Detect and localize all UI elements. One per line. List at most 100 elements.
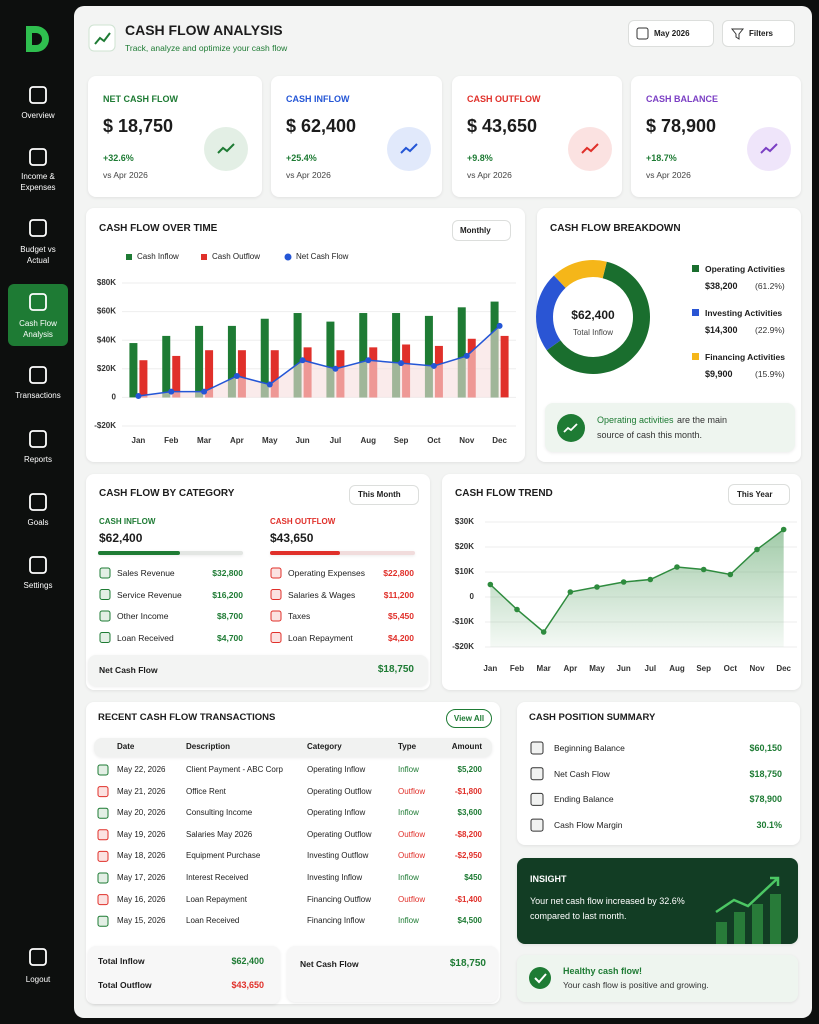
- view-all[interactable]: View All: [453, 714, 485, 723]
- item-name: Other Income: [117, 611, 169, 621]
- cell: Inflow: [398, 808, 419, 818]
- legend-percent: (15.9%): [755, 369, 785, 379]
- item-name: Loan Received: [117, 632, 174, 643]
- item-name: Service Revenue: [117, 589, 182, 600]
- card: [86, 208, 525, 462]
- cell: Interest Received: [186, 873, 249, 882]
- position-label: Net Cash Flow: [554, 768, 610, 779]
- filters-button[interactable]: Filters: [749, 29, 774, 38]
- cell: -$1,400: [454, 894, 482, 904]
- item-name: Taxes: [288, 611, 311, 621]
- cell: Inflow: [398, 873, 419, 882]
- kpi-label: CASH BALANCE: [646, 94, 718, 104]
- button[interactable]: [452, 220, 511, 241]
- kpi-change: +25.4%: [286, 153, 317, 163]
- net-label: Net Cash Flow: [99, 665, 158, 675]
- cell: Outflow: [398, 851, 426, 861]
- insight-title: INSIGHT: [530, 874, 567, 884]
- cell: May 16, 2026: [117, 894, 166, 904]
- button[interactable]: [446, 709, 492, 728]
- sidebar: [0, 0, 72, 1024]
- card: [270, 551, 415, 555]
- card: [88, 655, 428, 686]
- item-amount: $32,800: [212, 568, 243, 578]
- cell: May 20, 2026: [117, 808, 166, 818]
- page-title: CASH FLOW ANALYSIS: [125, 22, 283, 38]
- card: [287, 946, 498, 1002]
- net-value: $18,750: [377, 664, 414, 675]
- cell: Loan Repayment: [186, 894, 247, 904]
- cell: -$2,950: [454, 851, 482, 861]
- cell: Investing Outflow: [307, 851, 369, 861]
- kpi-label: CASH INFLOW: [286, 94, 350, 104]
- chart-filter[interactable]: This Year: [737, 490, 773, 499]
- card-title: CASH FLOW BY CATEGORY: [99, 488, 235, 499]
- cell: Operating Outflow: [307, 786, 372, 796]
- legend-label: Financing Activities: [705, 352, 785, 362]
- cell: $4,500: [457, 916, 482, 926]
- legend-amount: $14,300: [705, 325, 738, 335]
- cell: Consulting Income: [186, 808, 253, 818]
- progress-fill: [98, 551, 180, 555]
- button[interactable]: [349, 485, 419, 505]
- position-label: Beginning Balance: [554, 743, 625, 753]
- item-amount: $4,700: [217, 632, 243, 643]
- cell: Outflow: [398, 894, 426, 904]
- chart-title: CASH FLOW TREND: [455, 488, 553, 499]
- nav-item[interactable]: Goals: [27, 518, 49, 527]
- chart-title: CASH FLOW BREAKDOWN: [550, 223, 681, 234]
- total-label: Total Inflow: [98, 956, 145, 966]
- period-select[interactable]: May 2026: [654, 29, 690, 38]
- nav-item[interactable]: Budget vs Actual: [20, 245, 56, 265]
- nav-item[interactable]: Reports: [23, 455, 52, 464]
- cell: Outflow: [398, 829, 426, 839]
- item-name: Sales Revenue: [117, 568, 175, 578]
- cell: $3,600: [457, 808, 482, 818]
- kpi-compare: vs Apr 2026: [646, 170, 691, 180]
- total-label: Total Outflow: [98, 980, 152, 990]
- note-text: are the main: [677, 415, 728, 425]
- nav-item[interactable]: Transactions: [15, 391, 61, 400]
- nav-item[interactable]: Cash Flow Analysis: [19, 319, 57, 339]
- kpi-change: +9.8%: [467, 153, 493, 163]
- note-text: source of cash this month.: [597, 430, 703, 440]
- kpi-compare: vs Apr 2026: [467, 170, 512, 180]
- section-total: $62,400: [99, 531, 143, 545]
- cell: May 15, 2026: [117, 916, 166, 926]
- nav-item[interactable]: Logout: [25, 975, 51, 984]
- column-header: Description: [186, 742, 231, 751]
- position-label: Ending Balance: [554, 794, 614, 805]
- nav-item[interactable]: Settings: [23, 581, 53, 590]
- cell: Operating Inflow: [307, 808, 366, 818]
- kpi-value: $ 62,400: [286, 116, 357, 136]
- page-subtitle: Track, analyze and optimize your cash fl…: [125, 43, 288, 53]
- kpi-value: $ 43,650: [467, 116, 538, 136]
- item-amount: $8,700: [217, 611, 243, 621]
- cell: May 17, 2026: [117, 873, 166, 882]
- kpi-label: NET CASH FLOW: [103, 94, 178, 104]
- total-label: Net Cash Flow: [300, 959, 359, 969]
- cell: May 18, 2026: [117, 851, 166, 861]
- item-name: Operating Expenses: [288, 568, 366, 578]
- position-label: Cash Flow Margin: [554, 820, 623, 831]
- card: [545, 403, 795, 452]
- cell: -$1,800: [454, 786, 482, 796]
- section-total: $43,650: [270, 531, 314, 545]
- column-header: Category: [307, 742, 342, 751]
- progress-fill: [270, 551, 340, 555]
- cell: Office Rent: [186, 786, 226, 796]
- nav-item[interactable]: Overview: [21, 111, 55, 120]
- cell: Operating Outflow: [307, 829, 372, 839]
- card-filter[interactable]: This Month: [358, 490, 401, 499]
- legend-label: Operating Activities: [705, 264, 785, 274]
- card: [517, 702, 800, 845]
- cell: Outflow: [398, 786, 426, 796]
- cell: Inflow: [398, 765, 419, 774]
- cell: Client Payment - ABC Corp: [186, 765, 283, 774]
- nav-item[interactable]: Income & Expenses: [20, 172, 56, 192]
- button[interactable]: [728, 484, 790, 505]
- kpi-value: $ 78,900: [646, 116, 717, 136]
- cell: Inflow: [398, 916, 419, 926]
- chart-filter[interactable]: Monthly: [460, 226, 491, 235]
